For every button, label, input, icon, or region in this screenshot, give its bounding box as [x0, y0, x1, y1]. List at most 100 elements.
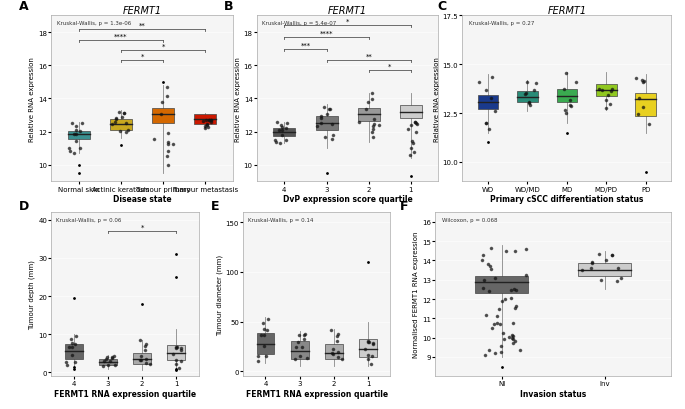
- Point: [327, 121, 338, 128]
- Point: [135, 357, 146, 363]
- Point: [68, 132, 79, 138]
- Text: B: B: [224, 0, 234, 13]
- Point: [362, 99, 373, 106]
- Text: ***: ***: [300, 42, 310, 48]
- Point: [479, 351, 490, 358]
- Point: [488, 321, 499, 328]
- Point: [64, 146, 75, 152]
- Point: [585, 265, 596, 271]
- Point: [494, 306, 505, 312]
- Text: Kruskal-Wallis, p = 0.27: Kruskal-Wallis, p = 0.27: [469, 21, 534, 26]
- Point: [636, 77, 647, 83]
- Point: [66, 335, 77, 342]
- Bar: [636, 93, 656, 117]
- Bar: [359, 339, 377, 357]
- Point: [333, 354, 344, 361]
- Bar: [557, 90, 577, 103]
- Point: [200, 118, 211, 124]
- Point: [366, 96, 377, 103]
- Point: [407, 139, 418, 145]
- Point: [258, 332, 269, 339]
- X-axis label: FERMT1 RNA expression quartile: FERMT1 RNA expression quartile: [54, 389, 196, 398]
- Point: [510, 338, 521, 345]
- Bar: [358, 109, 379, 121]
- Point: [484, 288, 495, 294]
- Point: [361, 106, 372, 112]
- Point: [98, 363, 109, 369]
- Point: [322, 112, 333, 118]
- Point: [410, 120, 421, 126]
- Point: [327, 350, 338, 357]
- Point: [485, 266, 496, 273]
- Point: [282, 120, 292, 127]
- Text: D: D: [19, 200, 29, 213]
- Point: [480, 121, 491, 128]
- Point: [171, 344, 182, 351]
- Point: [299, 336, 310, 343]
- Point: [101, 353, 112, 360]
- Point: [327, 351, 338, 357]
- Point: [586, 260, 597, 267]
- X-axis label: Invasion status: Invasion status: [520, 389, 586, 398]
- Point: [326, 327, 337, 333]
- Point: [522, 80, 533, 86]
- Point: [270, 139, 281, 146]
- Point: [601, 257, 612, 263]
- Y-axis label: Relative RNA expression: Relative RNA expression: [235, 57, 241, 142]
- Point: [473, 79, 484, 86]
- Point: [364, 339, 375, 345]
- Point: [602, 92, 613, 99]
- Point: [353, 120, 364, 126]
- Point: [520, 92, 531, 98]
- Point: [367, 339, 378, 346]
- Point: [606, 87, 617, 94]
- Point: [491, 313, 502, 319]
- Point: [523, 101, 534, 108]
- Point: [203, 117, 214, 124]
- Point: [108, 353, 119, 360]
- Point: [511, 287, 522, 294]
- Point: [261, 353, 272, 360]
- Y-axis label: Relative RNA expression: Relative RNA expression: [29, 57, 36, 142]
- Point: [411, 121, 422, 128]
- Bar: [195, 115, 216, 125]
- Point: [106, 121, 117, 128]
- Point: [76, 121, 87, 127]
- Point: [280, 137, 291, 144]
- Point: [405, 153, 416, 159]
- Point: [326, 136, 337, 143]
- Text: *: *: [140, 225, 144, 230]
- Point: [119, 110, 129, 117]
- Point: [506, 295, 516, 302]
- Point: [403, 126, 414, 133]
- Point: [66, 351, 77, 358]
- Text: *: *: [140, 54, 144, 60]
- Point: [200, 124, 211, 130]
- Text: A: A: [18, 0, 28, 13]
- Point: [140, 341, 151, 347]
- Text: E: E: [211, 200, 219, 213]
- Point: [148, 136, 159, 143]
- Point: [256, 332, 266, 339]
- Point: [373, 123, 384, 129]
- Point: [369, 121, 379, 128]
- Point: [368, 123, 379, 130]
- Point: [280, 126, 291, 132]
- Point: [495, 343, 506, 349]
- Point: [203, 117, 214, 124]
- Point: [66, 340, 77, 346]
- Point: [315, 121, 326, 127]
- Point: [252, 353, 263, 360]
- Point: [497, 299, 508, 305]
- Point: [499, 336, 510, 343]
- Point: [507, 331, 518, 338]
- Point: [332, 331, 343, 337]
- Point: [258, 326, 269, 333]
- Text: *: *: [388, 64, 392, 70]
- Text: ****: ****: [114, 34, 128, 40]
- Bar: [133, 353, 151, 364]
- Point: [634, 96, 645, 102]
- Point: [316, 116, 327, 122]
- Point: [508, 340, 519, 347]
- Point: [411, 130, 422, 136]
